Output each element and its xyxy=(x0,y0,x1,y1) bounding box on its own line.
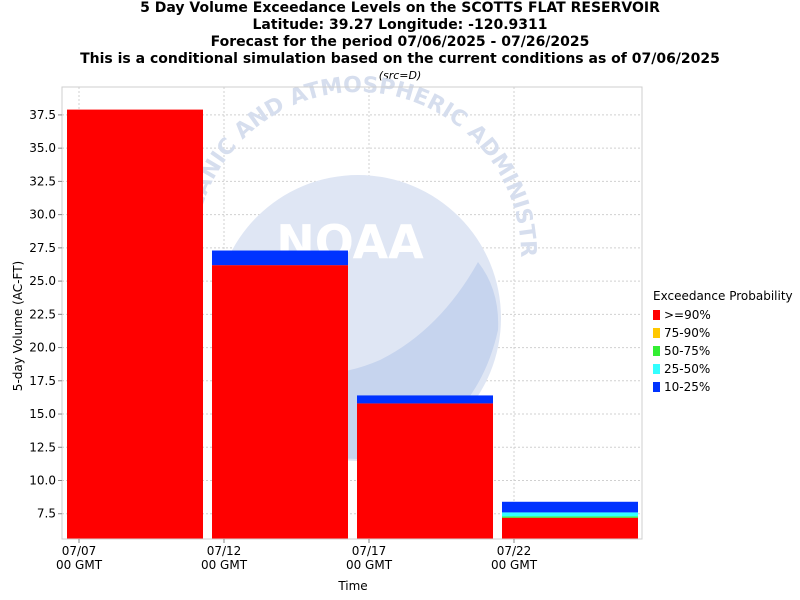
y-axis-label: 5-day Volume (AC-FT) xyxy=(11,261,25,391)
bar-segment xyxy=(212,250,348,266)
x-tick-label: 07/12 xyxy=(207,544,242,558)
legend-label: >=90% xyxy=(664,308,711,322)
bar-segment xyxy=(357,395,493,404)
y-tick-label: 35.0 xyxy=(29,141,56,155)
y-tick-label: 12.5 xyxy=(29,440,56,454)
legend-item: 75-90% xyxy=(653,324,793,342)
x-tick-label: 07/17 xyxy=(352,544,387,558)
y-tick-label: 22.5 xyxy=(29,307,56,321)
legend-title: Exceedance Probability xyxy=(653,289,793,303)
y-tick-label: 25.0 xyxy=(29,274,56,288)
y-tick-label: 17.5 xyxy=(29,374,56,388)
bar-segment xyxy=(67,109,203,539)
chart-subtitle-conditions: This is a conditional simulation based o… xyxy=(80,51,720,67)
bar-stack xyxy=(67,109,203,539)
y-tick-label: 37.5 xyxy=(29,108,56,122)
x-tick-sublabel: 00 GMT xyxy=(56,558,103,572)
axes: 7.5 10.0 12.5 15.0 17.5 20.0 22.5 25.0 27.5 30.0 3… xyxy=(29,86,643,572)
bar-stack xyxy=(502,501,638,539)
y-tick-label: 32.5 xyxy=(29,174,56,188)
legend-label: 10-25% xyxy=(664,380,711,394)
chart-title: 5 Day Volume Exceedance Levels on the SC… xyxy=(140,0,660,16)
x-tick-sublabel: 00 GMT xyxy=(201,558,248,572)
bar-segment xyxy=(357,403,493,539)
x-axis-label: Time xyxy=(337,579,367,593)
legend-item: 10-25% xyxy=(653,378,793,396)
legend-swatch xyxy=(653,310,660,320)
legend-label: 50-75% xyxy=(664,344,711,358)
chart-subtitle-location: Latitude: 39.27 Longitude: -120.9311 xyxy=(252,17,548,33)
x-tick-label: 07/22 xyxy=(497,544,532,558)
bar-segment xyxy=(502,512,638,517)
legend-item: 50-75% xyxy=(653,342,793,360)
bar-segment xyxy=(502,517,638,539)
bar-segment xyxy=(502,501,638,513)
bar-segment xyxy=(502,516,638,518)
legend-label: 75-90% xyxy=(664,326,711,340)
x-tick-sublabel: 00 GMT xyxy=(346,558,393,572)
bar-segment xyxy=(212,265,348,539)
bars xyxy=(67,109,638,539)
y-tick-label: 15.0 xyxy=(29,407,56,421)
legend-item: >=90% xyxy=(653,306,793,324)
plot-border xyxy=(61,86,643,540)
legend-item: 25-50% xyxy=(653,360,793,378)
legend-swatch xyxy=(653,328,660,338)
y-tick-label: 20.0 xyxy=(29,341,56,355)
bar-stack xyxy=(357,395,493,539)
legend-swatch xyxy=(653,346,660,356)
x-tick-label: 07/07 xyxy=(62,544,97,558)
source-note: (src=D) xyxy=(378,69,422,82)
y-tick-label: 27.5 xyxy=(29,241,56,255)
chart-subtitle-period: Forecast for the period 07/06/2025 - 07/… xyxy=(210,34,590,50)
y-tick-label: 30.0 xyxy=(29,208,56,222)
legend: Exceedance Probability >=90% 75-90% 50-75%… xyxy=(653,289,793,396)
legend-label: 25-50% xyxy=(664,362,711,376)
legend-swatch xyxy=(653,382,660,392)
legend-swatch xyxy=(653,364,660,374)
y-tick-label: 10.0 xyxy=(29,474,56,488)
y-tick-label: 7.5 xyxy=(37,507,56,521)
x-tick-sublabel: 00 GMT xyxy=(491,558,538,572)
chart-titles: 5 Day Volume Exceedance Levels on the SC… xyxy=(0,0,800,83)
bar-stack xyxy=(212,250,348,539)
